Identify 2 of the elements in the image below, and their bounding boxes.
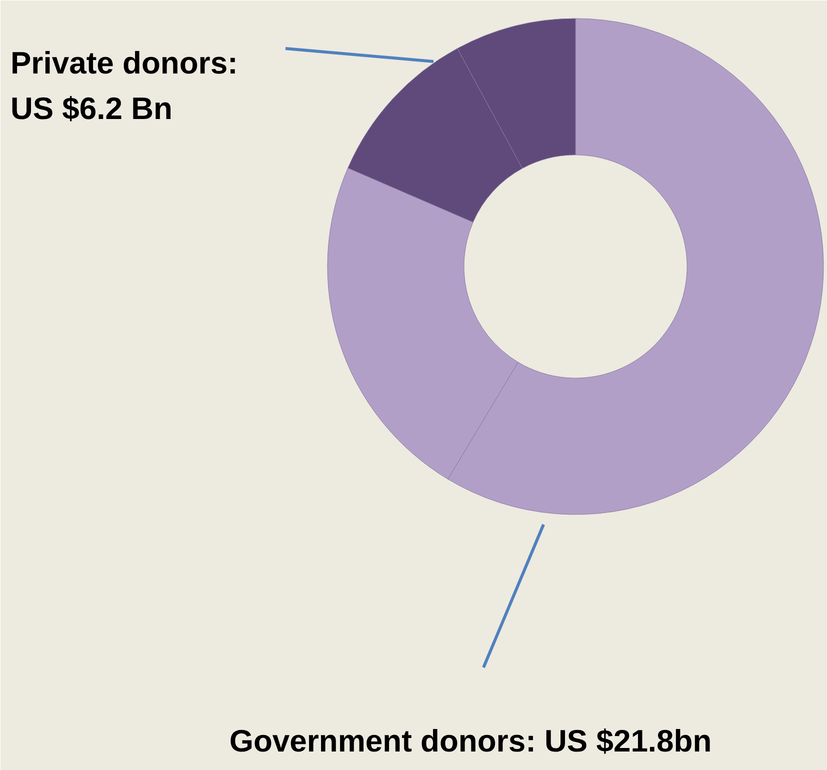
text: Government donors: US $21.8bn xyxy=(229,724,712,758)
text: Private donors: US $6.2 Bn xyxy=(10,46,238,126)
